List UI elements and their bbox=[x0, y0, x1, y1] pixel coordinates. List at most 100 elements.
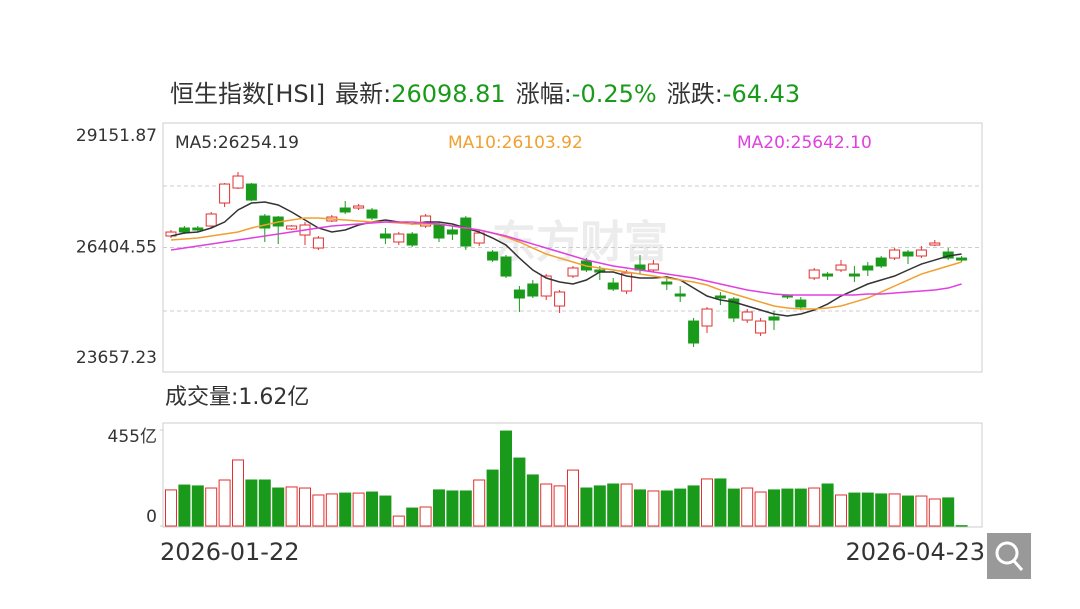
volume-bar bbox=[500, 430, 512, 527]
volume-bar bbox=[339, 492, 352, 527]
volume-bar bbox=[714, 478, 727, 527]
header-item: -0.25% bbox=[572, 80, 657, 108]
volume-title: 成交量:1.62亿 bbox=[165, 385, 309, 410]
candle-body bbox=[513, 289, 525, 299]
y-tick-label: 0 bbox=[146, 507, 157, 527]
volume-bar bbox=[647, 490, 660, 527]
search-button[interactable] bbox=[987, 533, 1031, 579]
candle-body bbox=[286, 225, 298, 230]
volume-bar bbox=[218, 479, 231, 527]
volume-bar bbox=[928, 498, 941, 527]
ma-line bbox=[170, 221, 962, 296]
volume-bar bbox=[352, 492, 365, 527]
volume-bar bbox=[821, 483, 834, 527]
volume-bar bbox=[942, 497, 955, 527]
volume-bar bbox=[433, 489, 445, 527]
volume-bar bbox=[191, 485, 204, 527]
volume-bar bbox=[258, 479, 271, 527]
volume-bar bbox=[272, 487, 285, 527]
candle-body bbox=[393, 233, 405, 243]
volume-bar bbox=[888, 493, 901, 527]
candle-body bbox=[178, 227, 190, 233]
candle-body bbox=[192, 227, 204, 231]
volume-bar bbox=[513, 457, 526, 527]
volume-bar bbox=[325, 493, 338, 527]
volume-bar bbox=[875, 493, 888, 527]
candle-body bbox=[728, 298, 740, 319]
volume-bar bbox=[486, 469, 499, 527]
candle-body bbox=[889, 249, 901, 259]
candle-body bbox=[567, 267, 579, 277]
volume-bar bbox=[580, 487, 593, 527]
legend-entry: MA10:26103.92 bbox=[448, 133, 583, 153]
candle-body bbox=[500, 256, 512, 277]
candle-body bbox=[540, 275, 552, 297]
legend-entry: MA20:25642.10 bbox=[737, 133, 872, 153]
volume-bar bbox=[955, 525, 968, 527]
candle-body bbox=[848, 273, 860, 277]
candle-body bbox=[446, 229, 458, 235]
header-item: -64.43 bbox=[723, 80, 800, 108]
y-tick-label: 455亿 bbox=[108, 427, 157, 447]
volume-bar bbox=[835, 494, 847, 527]
ma-line bbox=[170, 217, 962, 310]
volume-bar bbox=[366, 491, 378, 527]
volume-bar bbox=[741, 487, 754, 527]
volume-bar bbox=[768, 489, 780, 527]
candle-body bbox=[795, 299, 807, 308]
candle-body bbox=[741, 311, 753, 321]
volume-bar bbox=[178, 484, 191, 527]
candle-body bbox=[527, 283, 539, 297]
volume-bar bbox=[392, 515, 405, 527]
volume-bar bbox=[459, 490, 472, 527]
candle-body bbox=[808, 269, 820, 279]
candle-body bbox=[647, 263, 659, 271]
volume-bar bbox=[406, 507, 419, 527]
volume-bar bbox=[701, 478, 713, 527]
header-item: 26098.81 bbox=[391, 80, 506, 108]
volume-bar bbox=[473, 479, 486, 527]
volume-bar bbox=[794, 488, 807, 527]
volume-bar bbox=[232, 459, 244, 527]
volume-bar bbox=[526, 474, 539, 527]
candle-body bbox=[433, 224, 445, 239]
volume-bar bbox=[861, 492, 874, 527]
volume-bar bbox=[285, 486, 298, 527]
volume-bar bbox=[312, 494, 325, 527]
volume-frame bbox=[162, 422, 983, 528]
candle-body bbox=[473, 232, 485, 244]
volume-bar bbox=[419, 506, 432, 527]
candle-body bbox=[205, 213, 217, 227]
candle-body bbox=[339, 207, 351, 213]
candle-body bbox=[674, 293, 686, 297]
header-item: 恒生指数[HSI] bbox=[170, 80, 325, 108]
volume-bar bbox=[245, 479, 258, 527]
header-item: 最新: bbox=[335, 80, 391, 108]
candle-body bbox=[621, 272, 633, 292]
header-item: 涨幅: bbox=[516, 80, 572, 108]
volume-bar bbox=[567, 469, 579, 527]
volume-bar bbox=[540, 483, 553, 527]
header: 恒生指数[HSI] 最新:26098.81 涨幅:-0.25% 涨跌:-64.43 bbox=[170, 80, 800, 108]
volume-bar bbox=[808, 487, 821, 527]
x-tick-label: 2026-04-23 bbox=[846, 538, 985, 566]
candle-body bbox=[420, 215, 432, 227]
volume-bar bbox=[660, 490, 673, 527]
x-tick-label: 2026-01-22 bbox=[160, 538, 299, 566]
volume-bar bbox=[727, 488, 740, 527]
candle-body bbox=[835, 264, 847, 271]
volume-bar bbox=[902, 495, 914, 527]
candle-body bbox=[406, 233, 418, 246]
volume-bar bbox=[205, 487, 218, 527]
candle-body bbox=[245, 183, 257, 201]
candle-body bbox=[768, 316, 780, 321]
y-tick-label: 26404.55 bbox=[76, 238, 157, 258]
volume-bar bbox=[379, 495, 392, 527]
volume-bar bbox=[620, 483, 633, 527]
candle-body bbox=[755, 320, 767, 334]
header-item: 涨跌: bbox=[667, 80, 723, 108]
volume-bar bbox=[754, 491, 767, 527]
y-tick-label: 29151.87 bbox=[76, 126, 157, 146]
candle-body bbox=[929, 242, 941, 246]
